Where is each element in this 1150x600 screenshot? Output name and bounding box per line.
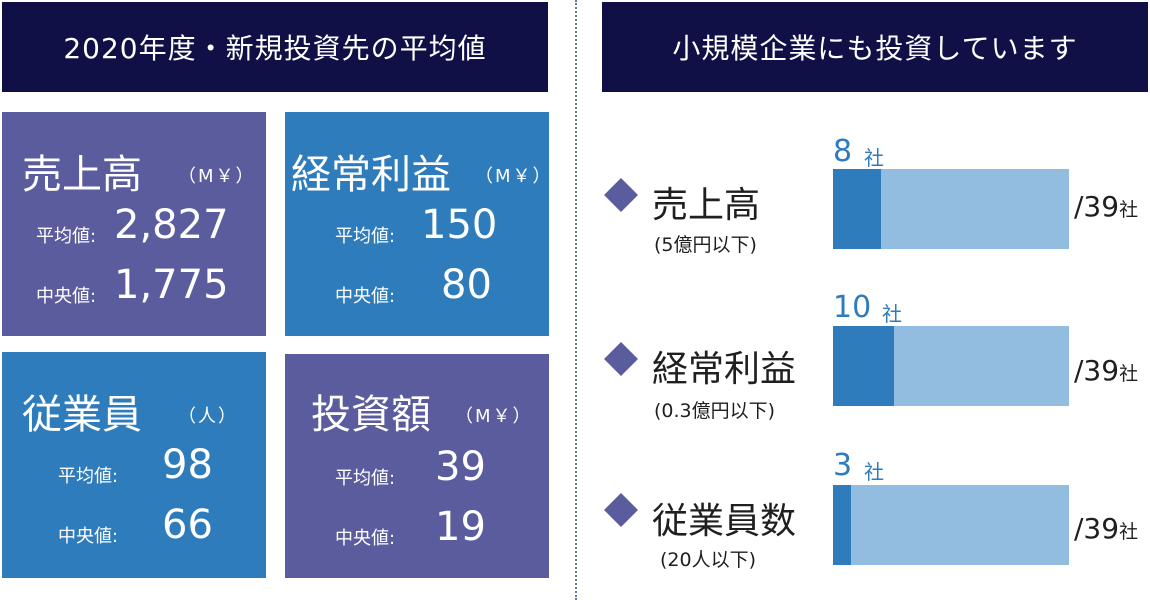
bar-count-unit: 社 <box>864 460 884 484</box>
median-label: 中央値: <box>335 286 396 307</box>
row-title-sales: 売上高 <box>652 185 761 226</box>
bar-total: /39社 <box>1074 190 1138 223</box>
diamond-icon <box>604 493 638 527</box>
mean-value: 2,827 <box>114 202 229 248</box>
bar-total-value: /39 <box>1074 512 1120 545</box>
row-note-employees: (20人以下) <box>660 549 757 571</box>
median-value: 80 <box>441 262 492 308</box>
card-title: 投資額 <box>311 392 431 438</box>
bar-count-unit: 社 <box>864 146 884 170</box>
diamond-icon <box>604 178 638 212</box>
bar-count: 3 <box>833 448 853 483</box>
bar-fill <box>833 169 882 249</box>
mean-value: 150 <box>421 202 498 248</box>
bar-total-value: /39 <box>1074 190 1120 223</box>
bar-count-unit: 社 <box>882 302 902 326</box>
median-value: 19 <box>435 504 486 550</box>
bar-total-value: /39 <box>1074 354 1120 387</box>
card-ordinary-profit: 経常利益 （M￥） 平均値: 150 中央値: 80 <box>285 112 551 336</box>
bar-fill <box>833 326 894 406</box>
card-unit: （M￥） <box>178 166 256 187</box>
mean-value: 98 <box>162 442 213 488</box>
mean-label: 平均値: <box>335 468 396 489</box>
row-title-employees: 従業員数 <box>652 501 797 542</box>
bar-total: /39社 <box>1074 354 1138 387</box>
median-value: 66 <box>162 502 213 548</box>
dotted-divider <box>575 0 577 600</box>
bar-total: /39社 <box>1074 512 1138 545</box>
card-title: 従業員 <box>22 392 142 438</box>
bar-count: 10 <box>833 290 872 325</box>
median-label: 中央値: <box>335 528 396 549</box>
row-note-profit: (0.3億円以下) <box>654 400 776 422</box>
card-unit: （M￥） <box>455 406 533 427</box>
card-unit: （人） <box>178 406 238 427</box>
card-investment: 投資額 （M￥） 平均値: 39 中央値: 19 <box>285 354 549 578</box>
bar-background <box>833 169 1069 249</box>
median-label: 中央値: <box>58 526 119 547</box>
card-sales: 売上高 （M￥） 平均値: 2,827 中央値: 1,775 <box>2 112 266 336</box>
mean-label: 平均値: <box>58 466 119 487</box>
row-title-profit: 経常利益 <box>652 349 797 390</box>
bar-fill <box>833 485 852 565</box>
card-employees: 従業員 （人） 平均値: 98 中央値: 66 <box>2 352 266 578</box>
median-label: 中央値: <box>36 286 97 307</box>
mean-label: 平均値: <box>36 226 97 247</box>
row-note-sales: (5億円以下) <box>654 234 757 256</box>
diamond-icon <box>604 342 638 376</box>
median-value: 1,775 <box>114 262 229 308</box>
left-panel-header: 2020年度・新規投資先の平均値 <box>2 2 548 92</box>
bar-total-unit: 社 <box>1119 199 1139 221</box>
bar-background <box>833 485 1069 565</box>
bar-count: 8 <box>833 134 853 169</box>
bar-total-unit: 社 <box>1119 363 1139 385</box>
mean-value: 39 <box>435 444 486 490</box>
card-title: 売上高 <box>22 152 142 198</box>
card-title: 経常利益 <box>291 152 451 198</box>
card-unit: （M￥） <box>475 166 553 187</box>
right-panel-header: 小規模企業にも投資しています <box>602 2 1148 92</box>
bar-total-unit: 社 <box>1119 521 1139 543</box>
bar-background <box>833 326 1069 406</box>
mean-label: 平均値: <box>335 226 396 247</box>
